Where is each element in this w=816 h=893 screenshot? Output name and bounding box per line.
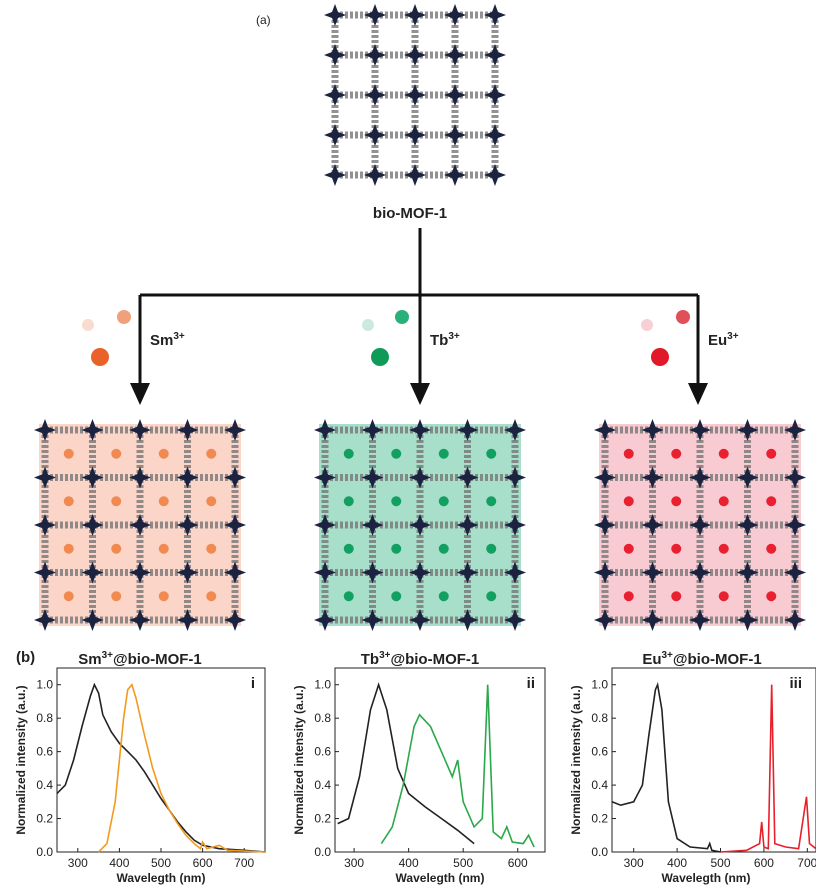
product-label: Eu3+@bio-MOF-1 — [642, 650, 761, 668]
data-line — [56, 682, 266, 853]
x-axis-label: Wavelegth (nm) — [662, 871, 751, 885]
plot-frame — [56, 667, 266, 853]
data-line — [337, 682, 475, 845]
panel-label: ii — [527, 675, 535, 692]
panel-label: i — [251, 675, 255, 692]
text-part: Eu — [708, 332, 727, 349]
mof-structure — [34, 419, 246, 631]
product-label: Sm3+@bio-MOF-1 — [78, 650, 202, 668]
plot-frame — [334, 667, 546, 853]
text-part: 3+ — [661, 650, 673, 661]
y-tick-label: 0.8 — [314, 711, 331, 725]
x-tick-label: 300 — [68, 856, 88, 870]
panel-b-label: (b) — [16, 649, 35, 666]
y-tick-label: 0.6 — [36, 745, 53, 759]
ion-label: Sm3+ — [150, 331, 185, 349]
tree-arrows — [130, 228, 708, 405]
x-tick-label: 500 — [453, 856, 473, 870]
y-tick-label: 0.2 — [36, 812, 53, 826]
y-tick-label: 0.2 — [314, 812, 331, 826]
x-tick-label: 300 — [344, 856, 364, 870]
text-part: 3+ — [173, 331, 185, 342]
y-tick-label: 0.0 — [36, 845, 53, 859]
x-tick-label: 400 — [667, 856, 687, 870]
data-line — [98, 683, 266, 853]
y-tick-label: 0.2 — [591, 812, 608, 826]
x-tick-label: 500 — [151, 856, 171, 870]
x-tick-label: 300 — [624, 856, 644, 870]
text-part: Sm — [78, 651, 101, 668]
panel-label: iii — [789, 675, 802, 692]
text-part: Tb — [430, 332, 448, 349]
text-part: 3+ — [102, 650, 114, 661]
product-label: Tb3+@bio-MOF-1 — [361, 650, 480, 668]
x-axis-label: Wavelegth (nm) — [117, 871, 206, 885]
text-part: Sm — [150, 332, 173, 349]
text-part: @bio-MOF-1 — [673, 651, 762, 668]
y-axis-label: Normalized intensity (a.u.) — [14, 685, 28, 834]
ion-balls — [82, 310, 690, 366]
y-axis-label: Normalized intensity (a.u.) — [569, 685, 583, 834]
y-tick-label: 1.0 — [591, 678, 608, 692]
plot-frame — [611, 667, 816, 853]
y-tick-label: 0.4 — [314, 778, 331, 792]
x-tick-label: 500 — [710, 856, 730, 870]
y-tick-label: 0.8 — [591, 711, 608, 725]
mof-structure — [594, 419, 806, 631]
y-axis-label: Normalized intensity (a.u.) — [292, 685, 306, 834]
y-tick-label: 0.6 — [314, 745, 331, 759]
x-tick-label: 600 — [754, 856, 774, 870]
x-tick-label: 400 — [109, 856, 129, 870]
ion-label: Tb3+ — [430, 331, 460, 349]
x-axis-label: Wavelegth (nm) — [396, 871, 485, 885]
y-tick-label: 1.0 — [36, 678, 53, 692]
y-tick-label: 0.0 — [314, 845, 331, 859]
panel-a-label: (a) — [256, 13, 271, 27]
ion-label: Eu3+ — [708, 331, 739, 349]
y-tick-label: 0.4 — [591, 778, 608, 792]
x-tick-label: 700 — [797, 856, 816, 870]
x-tick-label: 400 — [399, 856, 419, 870]
text-part: Eu — [642, 651, 661, 668]
y-tick-label: 0.6 — [591, 745, 608, 759]
data-line — [720, 684, 816, 853]
data-line — [380, 684, 535, 848]
text-part: 3+ — [448, 331, 460, 342]
parent-label: bio-MOF-1 — [373, 205, 447, 222]
x-tick-label: 700 — [234, 856, 254, 870]
text-part: 3+ — [379, 650, 391, 661]
mof-structure — [314, 419, 526, 631]
text-part: 3+ — [727, 331, 739, 342]
x-tick-label: 600 — [193, 856, 213, 870]
data-line — [611, 681, 721, 853]
text-part: Tb — [361, 651, 379, 668]
text-part: @bio-MOF-1 — [113, 651, 202, 668]
y-tick-label: 0.4 — [36, 778, 53, 792]
y-tick-label: 1.0 — [314, 678, 331, 692]
y-tick-label: 0.8 — [36, 711, 53, 725]
mof-structure — [324, 4, 506, 186]
y-tick-label: 0.0 — [591, 845, 608, 859]
text-part: @bio-MOF-1 — [390, 651, 479, 668]
x-tick-label: 600 — [508, 856, 528, 870]
